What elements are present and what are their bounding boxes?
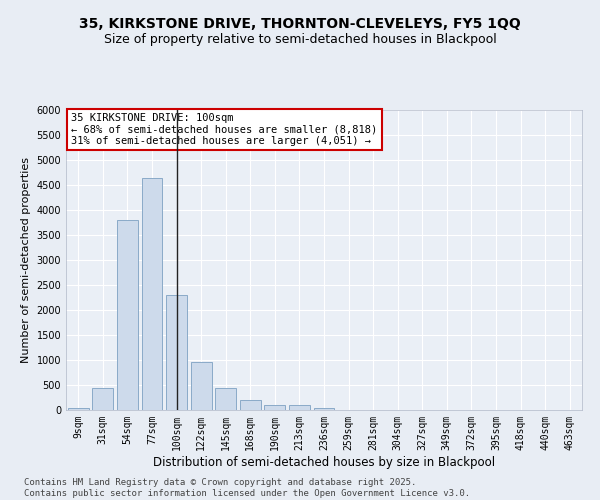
Bar — [240, 400, 261, 410]
Bar — [166, 295, 187, 410]
Bar — [68, 408, 89, 410]
Bar — [117, 220, 138, 410]
Bar — [191, 362, 212, 410]
Bar — [92, 388, 113, 410]
X-axis label: Distribution of semi-detached houses by size in Blackpool: Distribution of semi-detached houses by … — [153, 456, 495, 468]
Text: 35 KIRKSTONE DRIVE: 100sqm
← 68% of semi-detached houses are smaller (8,818)
31%: 35 KIRKSTONE DRIVE: 100sqm ← 68% of semi… — [71, 113, 377, 146]
Text: Contains HM Land Registry data © Crown copyright and database right 2025.
Contai: Contains HM Land Registry data © Crown c… — [24, 478, 470, 498]
Bar — [215, 388, 236, 410]
Bar — [142, 178, 163, 410]
Bar — [314, 408, 334, 410]
Bar — [289, 405, 310, 410]
Y-axis label: Number of semi-detached properties: Number of semi-detached properties — [21, 157, 31, 363]
Bar — [265, 404, 286, 410]
Text: Size of property relative to semi-detached houses in Blackpool: Size of property relative to semi-detach… — [104, 32, 496, 46]
Text: 35, KIRKSTONE DRIVE, THORNTON-CLEVELEYS, FY5 1QQ: 35, KIRKSTONE DRIVE, THORNTON-CLEVELEYS,… — [79, 18, 521, 32]
